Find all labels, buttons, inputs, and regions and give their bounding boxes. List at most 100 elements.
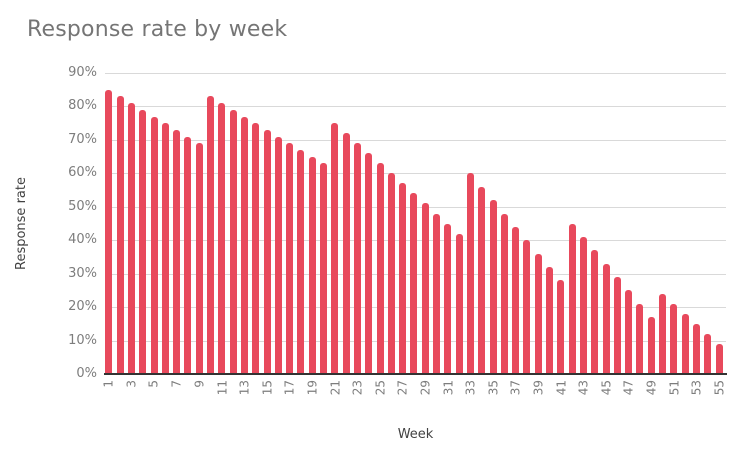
bar-week-4 [139,109,147,374]
bar-week-23 [353,143,361,374]
x-tick-label: 11 [214,380,229,396]
y-tick-label: 10% [68,332,97,348]
bar-week-14 [252,123,260,374]
bar-week-42 [568,223,576,374]
y-tick-label: 70% [68,131,97,147]
x-tick-label: 31 [440,380,455,396]
bar-week-2 [116,96,124,374]
bar-week-1 [105,89,113,374]
bar-week-9 [195,143,203,374]
x-tick-label: 17 [282,380,297,396]
bar-week-51 [670,303,678,374]
gridline [105,139,726,141]
bar-week-43 [579,236,587,374]
bar-week-19 [308,156,316,374]
y-tick-label: 50% [68,198,97,214]
x-tick-label: 5 [147,380,161,388]
bar-week-24 [365,153,373,374]
gridline [105,106,726,108]
bar-week-44 [591,250,599,374]
x-tick-label: 53 [689,380,704,396]
x-axis-title: Week [397,427,434,442]
bar-week-39 [534,253,542,374]
x-tick-label: 25 [373,380,387,396]
bar-week-21 [331,123,339,374]
bar-week-53 [692,323,700,374]
bar-week-20 [320,163,327,374]
x-tick-label: 37 [508,380,523,396]
x-tick-label: 41 [553,380,568,396]
bar-week-54 [704,333,712,374]
bar-week-12 [229,109,237,374]
bar-week-55 [715,343,723,374]
y-tick-label: 60% [68,165,97,181]
bar-week-28 [410,193,418,374]
x-tick-label: 9 [192,380,207,388]
y-tick-label: 80% [68,98,97,114]
y-axis-title: Response rate [14,177,29,270]
x-axis-baseline [104,373,727,375]
bar-week-7 [173,129,181,374]
bar-week-27 [399,183,407,374]
bar-week-41 [557,280,565,374]
x-tick-label: 15 [260,380,274,396]
y-tick-label: 90% [68,65,97,80]
x-tick-label: 51 [666,380,681,396]
bar-week-15 [263,129,271,374]
x-tick-label: 55 [712,380,726,396]
x-tick-label: 39 [531,380,546,396]
bar-week-34 [478,186,486,374]
bar-week-31 [444,223,452,374]
bar-week-36 [500,213,508,374]
x-tick-label: 3 [124,380,139,388]
x-tick-label: 7 [169,380,184,388]
bar-week-17 [286,143,294,374]
x-tick-label: 21 [327,380,342,396]
bar-week-16 [274,136,282,374]
bar-week-18 [297,149,305,374]
x-tick-label: 43 [576,380,591,396]
x-tick-label: 35 [486,380,500,396]
x-tick-label: 13 [237,380,252,396]
bar-week-13 [240,116,248,374]
bar-week-52 [681,313,689,374]
bar-week-37 [512,226,520,374]
bar-week-25 [376,163,384,374]
bar-week-26 [387,173,395,374]
x-tick-label: 45 [599,380,613,396]
bar-week-32 [455,233,463,374]
y-tick-label: 30% [68,265,97,281]
chart-title: Response rate by week [27,17,288,42]
bar-week-33 [466,173,474,374]
bar-week-22 [342,133,350,374]
y-tick-label: 20% [68,299,97,315]
bar-week-47 [625,290,633,374]
bar-week-40 [546,267,553,374]
bar-week-49 [647,317,655,374]
x-tick-label: 33 [463,380,478,396]
plot-area: 1 3 5 7 9 11 13 15 17 19 21 23 25 27 29 31 33 35 37 39 41 43 4… [102,73,727,395]
bar-week-10 [207,96,214,374]
bar-week-48 [636,303,644,374]
y-tick-label: 40% [68,232,97,248]
y-tick-label: 0% [76,366,97,381]
bar-week-8 [184,136,192,374]
bar-week-6 [161,123,169,374]
gridline [105,173,726,175]
bar-week-11 [218,103,226,374]
gridline [105,73,726,74]
x-tick-label: 47 [621,380,636,396]
x-tick-label: 27 [395,380,410,396]
x-tick-label: 29 [418,380,433,396]
bar-week-30 [433,213,440,374]
bar-week-45 [602,263,610,374]
bar-week-46 [613,277,621,374]
bar-week-50 [659,293,666,374]
bar-week-38 [523,240,531,374]
bar-week-35 [489,200,497,374]
x-tick-label: 49 [644,380,659,396]
x-tick-label: 1 [101,380,116,388]
x-tick-label: 19 [305,380,320,396]
x-tick-label: 23 [350,380,365,396]
